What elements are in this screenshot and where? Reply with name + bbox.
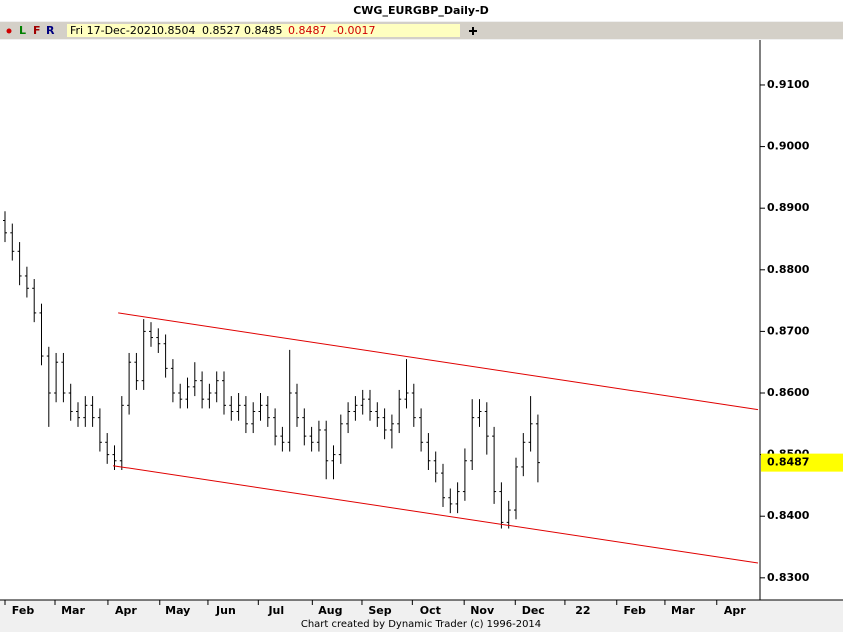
info-high: 0.8527 (202, 24, 241, 37)
x-tick-label: Apr (115, 604, 137, 617)
x-tick-label: Feb (624, 604, 647, 617)
plot-area (0, 40, 760, 600)
x-tick-label: Sep (368, 604, 391, 617)
toolbar-r[interactable]: R (46, 24, 55, 37)
x-tick-label: Nov (470, 604, 495, 617)
info-date: Fri 17-Dec-2021 (70, 24, 158, 37)
last-price-label: 0.8487 (767, 456, 809, 469)
y-tick-label: 0.8900 (767, 201, 810, 214)
y-tick-label: 0.8800 (767, 263, 810, 276)
info-low: 0.8485 (244, 24, 283, 37)
add-button[interactable] (469, 27, 477, 35)
y-tick-label: 0.9000 (767, 140, 810, 153)
chart-title: CWG_EURGBP_Daily-D (353, 4, 489, 17)
price-axis (760, 40, 843, 600)
y-tick-label: 0.8600 (767, 386, 810, 399)
info-change: -0.0017 (333, 24, 375, 37)
info-close: 0.8487 (288, 24, 327, 37)
x-tick-label: Mar (671, 604, 695, 617)
footer: Chart created by Dynamic Trader (c) 1996… (301, 619, 541, 630)
x-tick-label: Jun (215, 604, 236, 617)
toolbar-f[interactable]: F (33, 24, 41, 37)
title-bar (0, 0, 843, 21)
trendline (112, 465, 759, 564)
y-tick-label: 0.9100 (767, 78, 810, 91)
last-price-box (761, 453, 843, 472)
toolbar-l[interactable]: L (19, 24, 26, 37)
info-field (67, 24, 460, 37)
x-tick-label: Oct (420, 604, 441, 617)
info-open: 0.8504 (157, 24, 196, 37)
x-tick-label: May (165, 604, 190, 617)
x-tick-label: Jul (267, 604, 284, 617)
status-dot (6, 28, 12, 34)
x-tick-label: Dec (522, 604, 545, 617)
x-tick-label: Aug (318, 604, 342, 617)
x-tick-label: Apr (724, 604, 746, 617)
x-tick-label: 22 (575, 604, 590, 617)
trendline (118, 312, 759, 411)
y-tick-label: 0.8300 (767, 571, 810, 584)
x-tick-label: Feb (12, 604, 35, 617)
y-tick-label: 0.8400 (767, 509, 810, 522)
x-tick-label: Mar (61, 604, 85, 617)
y-tick-label: 0.8700 (767, 324, 810, 337)
